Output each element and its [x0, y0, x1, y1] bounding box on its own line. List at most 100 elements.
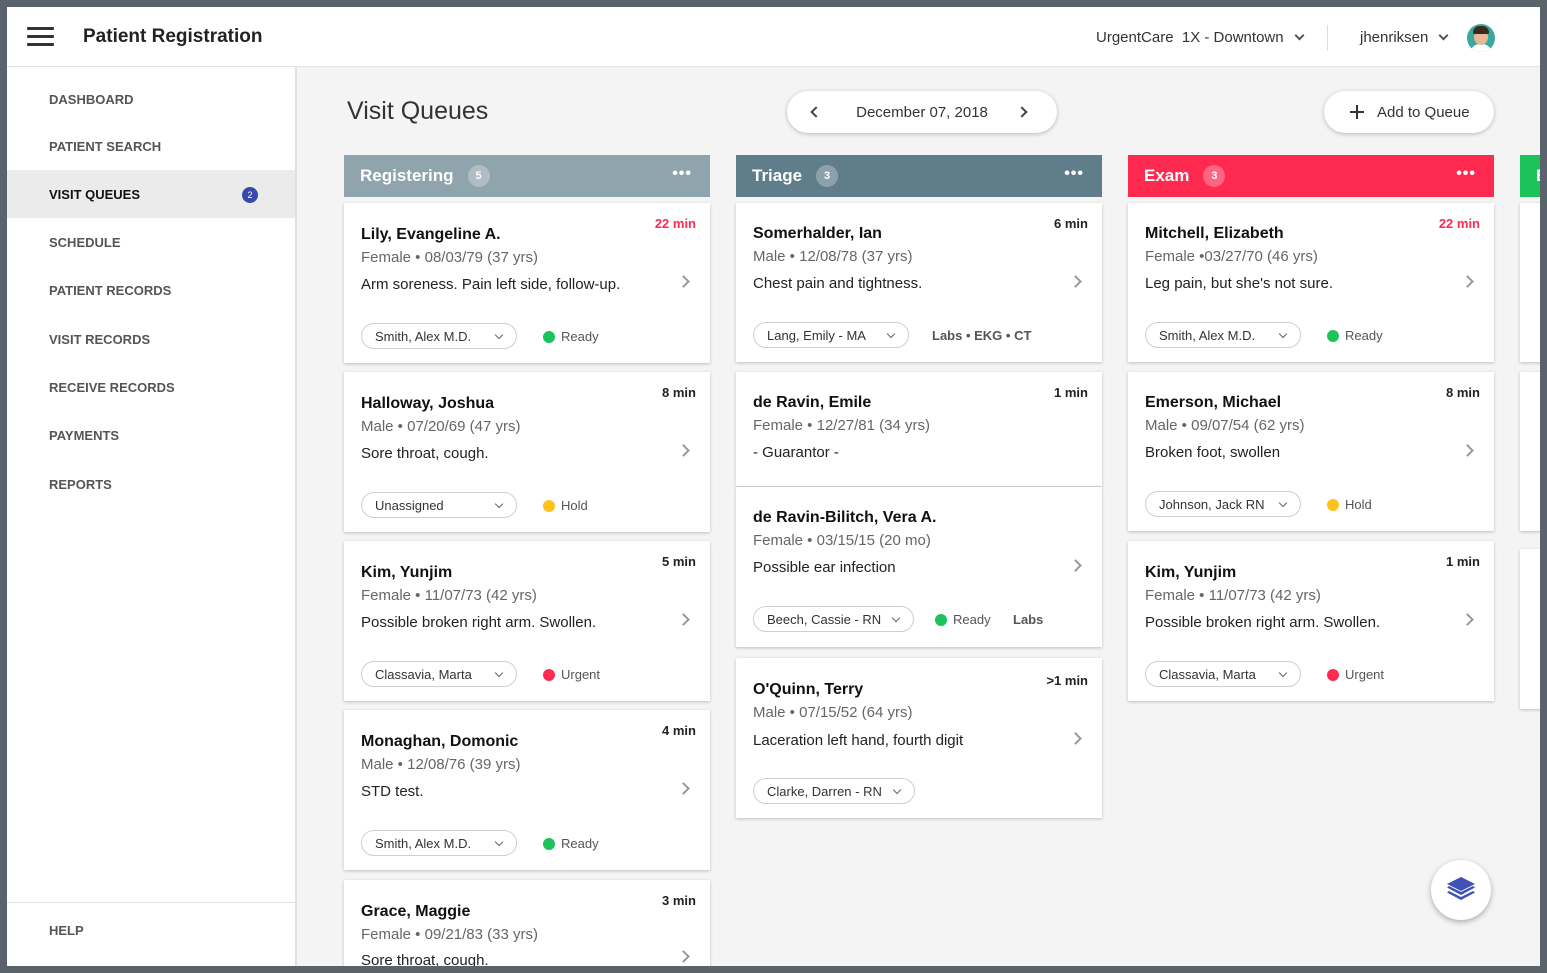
sidebar-item-patient-search[interactable]: PATIENT SEARCH — [7, 122, 295, 170]
status-indicator: Hold — [543, 498, 588, 513]
assignee-dropdown[interactable]: Unassigned — [361, 492, 517, 518]
patient-card[interactable]: Monaghan, Domonic Male • 12/08/76 (39 yr… — [344, 710, 710, 870]
visit-reason: Possible broken right arm. Swollen. — [1145, 614, 1381, 631]
more-options-icon[interactable]: ••• — [672, 165, 692, 182]
visit-reason: Sore throat, cough. — [361, 445, 489, 462]
avatar[interactable] — [1467, 24, 1495, 52]
wait-time: 22 min — [1438, 216, 1480, 231]
assignee-dropdown[interactable]: Beech, Cassie - RN — [753, 606, 915, 632]
user-menu[interactable]: jhenriksen — [1360, 29, 1449, 46]
status-indicator: Ready — [935, 612, 991, 627]
sidebar-item-patient-records[interactable]: PATIENT RECORDS — [7, 266, 295, 314]
status-dot-icon — [1327, 498, 1339, 511]
queue-count-badge: 3 — [816, 165, 839, 187]
wait-time: 4 min — [662, 723, 696, 738]
location-selector[interactable]: UrgentCare 1X - Downtown — [1096, 29, 1305, 46]
wait-time: >1 min — [1046, 673, 1088, 688]
chevron-right-icon[interactable] — [1002, 91, 1042, 133]
wait-time: 5 min — [662, 554, 696, 569]
wait-time: 8 min — [1446, 385, 1480, 400]
chevron-right-icon[interactable] — [677, 613, 690, 626]
ordered-tests: Labs • EKG • CT — [932, 328, 1032, 343]
patient-card[interactable]: de Ravin, Emile Female • 12/27/81 (34 yr… — [736, 372, 1102, 486]
date-navigator: December 07, 2018 — [787, 91, 1057, 133]
patient-card[interactable]: Lily, Evangeline A. Female • 08/03/79 (3… — [344, 203, 710, 363]
visit-reason: Arm soreness. Pain left side, follow-up. — [361, 276, 621, 293]
assignee-dropdown[interactable]: Lang, Emily - MA — [753, 322, 909, 348]
status-label: Ready — [561, 329, 599, 344]
sidebar-item-label: PAYMENTS — [49, 427, 120, 443]
chevron-right-icon[interactable] — [677, 275, 690, 288]
chevron-right-icon[interactable] — [677, 444, 690, 457]
chevron-right-icon[interactable] — [1461, 613, 1474, 626]
wait-time: 1 min — [1446, 554, 1480, 569]
patient-name: Lily, Evangeline A. — [361, 226, 501, 243]
patient-card[interactable]: Kim, Yunjim Female • 11/07/73 (42 yrs) P… — [344, 541, 710, 701]
sidebar-item-receive-records[interactable]: RECEIVE RECORDS — [7, 363, 295, 411]
visit-reason: STD test. — [361, 783, 424, 800]
page-title: Visit Queues — [347, 97, 489, 125]
patient-name: Halloway, Joshua — [361, 395, 495, 412]
status-dot-icon — [543, 837, 555, 850]
status-label: Ready — [561, 836, 599, 851]
sidebar-item-payments[interactable]: PAYMENTS — [7, 411, 295, 459]
chevron-right-icon[interactable] — [677, 782, 690, 795]
add-to-queue-button[interactable]: Add to Queue — [1324, 91, 1494, 133]
patient-demographics: Female •03/27/70 (46 yrs) — [1145, 248, 1318, 265]
patient-demographics: Female • 12/27/81 (34 yrs) — [753, 417, 930, 434]
assignee-dropdown[interactable]: Clarke, Darren - RN — [753, 778, 915, 804]
status-dot-icon — [935, 613, 947, 626]
layers-icon — [1447, 877, 1475, 900]
assignee-dropdown[interactable]: Smith, Alex M.D. — [361, 323, 517, 349]
patient-card[interactable]: Kim, Yunjim Female • 11/07/73 (42 yrs) P… — [1128, 541, 1494, 701]
patient-name: Mitchell, Elizabeth — [1145, 225, 1284, 242]
assignee-dropdown[interactable]: Classavia, Marta — [1145, 661, 1301, 687]
assignee-dropdown[interactable]: Smith, Alex M.D. — [361, 830, 517, 856]
menu-icon[interactable] — [27, 27, 54, 47]
chevron-right-icon[interactable] — [1461, 444, 1474, 457]
sidebar-item-visit-records[interactable]: VISIT RECORDS — [7, 315, 295, 363]
patient-card[interactable]: O'Quinn, Terry Male • 07/15/52 (64 yrs) … — [736, 658, 1102, 818]
wait-time: 22 min — [654, 216, 696, 231]
sidebar-item-help[interactable]: HELP — [7, 906, 295, 954]
chevron-right-icon[interactable] — [1069, 559, 1082, 572]
chevron-right-icon[interactable] — [1461, 275, 1474, 288]
patient-name: O'Quinn, Terry — [753, 681, 864, 698]
patient-card[interactable]: Mitchell, Elizabeth Female •03/27/70 (46… — [1128, 203, 1494, 362]
patient-demographics: Female • 11/07/73 (42 yrs) — [361, 587, 537, 604]
assignee-dropdown[interactable]: Classavia, Marta — [361, 661, 517, 687]
wait-time: 3 min — [662, 893, 696, 908]
sidebar-item-dashboard[interactable]: DASHBOARD — [7, 75, 295, 123]
divider — [7, 902, 295, 903]
layers-button[interactable] — [1431, 860, 1491, 920]
patient-card[interactable]: Emerson, Michael Male • 09/07/54 (62 yrs… — [1128, 372, 1494, 531]
patient-demographics: Female • 03/15/15 (20 mo) — [753, 532, 931, 549]
status-label: Ready — [953, 612, 991, 627]
patient-card[interactable] — [1520, 549, 1540, 709]
current-date: December 07, 2018 — [856, 104, 988, 121]
more-options-icon[interactable]: ••• — [1456, 165, 1476, 182]
queue-title: Registering — [360, 166, 454, 185]
patient-card[interactable] — [1520, 372, 1540, 531]
queue-header-triage: Triage 3 ••• — [736, 155, 1102, 197]
queue-header-exam: Exam 3 ••• — [1128, 155, 1494, 197]
chevron-right-icon[interactable] — [677, 950, 690, 963]
sidebar-item-label: SCHEDULE — [49, 234, 121, 250]
patient-demographics: Male • 07/20/69 (47 yrs) — [361, 418, 521, 435]
chevron-right-icon[interactable] — [1069, 275, 1082, 288]
patient-card[interactable]: Halloway, Joshua Male • 07/20/69 (47 yrs… — [344, 372, 710, 532]
patient-card[interactable]: de Ravin-Bilitch, Vera A. Female • 03/15… — [736, 487, 1102, 647]
more-options-icon[interactable]: ••• — [1064, 165, 1084, 182]
patient-card[interactable]: Grace, Maggie Female • 09/21/83 (33 yrs)… — [344, 880, 710, 966]
patient-name: Kim, Yunjim — [1145, 564, 1237, 581]
sidebar-item-visit-queues[interactable]: VISIT QUEUES 2 — [7, 170, 295, 218]
assignee-dropdown[interactable]: Smith, Alex M.D. — [1145, 322, 1301, 348]
assignee-dropdown[interactable]: Johnson, Jack RN — [1145, 491, 1301, 517]
status-label: Urgent — [561, 667, 601, 682]
sidebar-item-reports[interactable]: REPORTS — [7, 460, 295, 508]
visit-reason: Sore throat, cough. — [361, 952, 489, 966]
patient-card[interactable]: Somerhalder, Ian Male • 12/08/78 (37 yrs… — [736, 203, 1102, 362]
patient-card[interactable] — [1520, 203, 1540, 362]
chevron-right-icon[interactable] — [1069, 732, 1082, 745]
sidebar-item-schedule[interactable]: SCHEDULE — [7, 218, 295, 266]
